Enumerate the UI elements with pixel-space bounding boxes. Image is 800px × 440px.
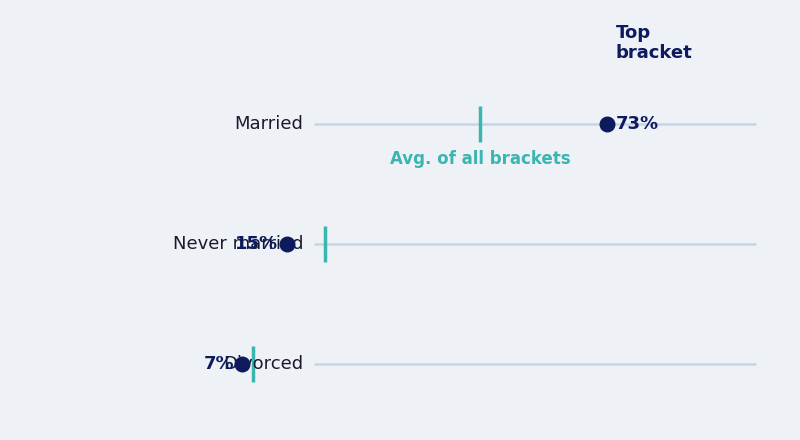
Text: Top
bracket: Top bracket: [615, 24, 692, 62]
Point: [601, 121, 614, 128]
Text: 73%: 73%: [615, 115, 658, 133]
Text: Never married: Never married: [173, 235, 303, 253]
Text: Divorced: Divorced: [223, 355, 303, 373]
Text: Avg. of all brackets: Avg. of all brackets: [390, 150, 570, 169]
Text: Married: Married: [234, 115, 303, 133]
Point: [280, 241, 293, 248]
Text: 15%: 15%: [235, 235, 278, 253]
Text: 7%: 7%: [203, 355, 234, 373]
Point: [236, 360, 249, 367]
